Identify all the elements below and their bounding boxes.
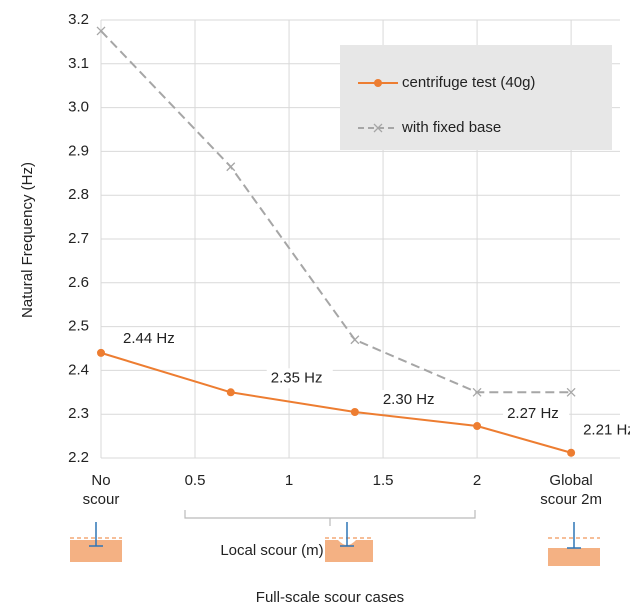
y-tick-label: 2.9 <box>68 142 89 159</box>
legend-box <box>340 45 612 150</box>
legend-marker <box>374 79 382 87</box>
marker <box>226 388 235 397</box>
marker <box>350 335 360 345</box>
y-tick-label: 2.2 <box>68 449 89 466</box>
value-label: 2.21 Hz <box>583 422 630 439</box>
y-tick-label: 2.6 <box>68 274 89 291</box>
legend-label: with fixed base <box>401 119 501 136</box>
bracket <box>184 510 476 526</box>
marker <box>350 408 359 417</box>
marker <box>567 448 576 457</box>
marker <box>473 422 482 431</box>
group-label: Local scour (m) <box>220 542 323 559</box>
label-bg <box>266 368 333 389</box>
grid <box>100 19 620 459</box>
marker <box>97 348 105 357</box>
x-tick-label: 1 <box>284 472 294 489</box>
label-bg <box>119 328 185 349</box>
x-tick-label: 2 <box>472 472 482 489</box>
x-tick-label: 1.5 <box>372 472 394 489</box>
y-axis-title: Natural Frequency (Hz) <box>19 162 36 318</box>
scour-icon <box>548 522 600 566</box>
value-label: 2.44 Hz <box>123 330 175 347</box>
value-label: 2.30 Hz <box>383 391 435 408</box>
y-tick-label: 2.8 <box>68 186 89 203</box>
marker <box>566 387 576 397</box>
y-tick-label: 3.0 <box>68 99 89 116</box>
marker <box>96 26 106 36</box>
x-tick-label: Global scour 2m <box>540 472 602 508</box>
y-tick-label: 2.4 <box>68 361 89 378</box>
y-tick-label: 2.5 <box>68 318 89 335</box>
scour-icon <box>325 522 373 562</box>
y-tick-label: 2.3 <box>68 405 89 422</box>
y-tick-label: 3.2 <box>68 11 89 28</box>
series-line <box>100 351 572 454</box>
scour-icon <box>70 522 122 562</box>
y-tick-label: 2.7 <box>68 230 89 247</box>
label-bg <box>579 420 630 441</box>
x-tick-label: No scour <box>82 472 120 508</box>
x-axis-title: Full-scale scour cases <box>256 589 404 606</box>
legend-label: centrifuge test (40g) <box>402 74 535 91</box>
legend-marker <box>373 123 383 133</box>
label-bg <box>378 390 445 411</box>
label-bg <box>503 404 570 425</box>
x-tick-label: 0.5 <box>184 472 206 489</box>
marker <box>472 387 482 397</box>
y-tick-label: 3.1 <box>68 55 89 72</box>
value-label: 2.35 Hz <box>271 369 323 386</box>
marker <box>226 162 236 172</box>
value-label: 2.27 Hz <box>507 405 559 422</box>
